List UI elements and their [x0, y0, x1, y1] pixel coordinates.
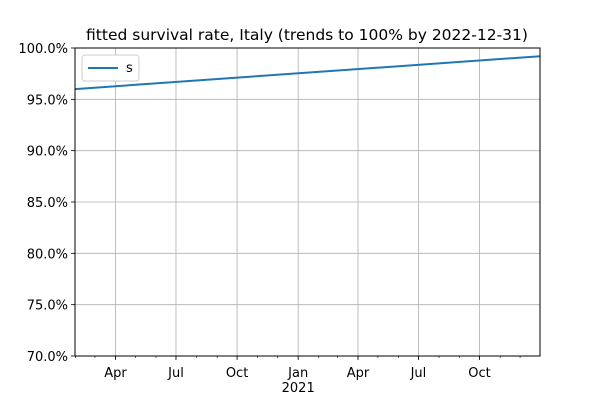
y-tick-label: 70.0%	[27, 350, 68, 365]
series-line-s	[74, 55, 541, 91]
x-tick-label: Jan	[287, 366, 308, 381]
grid-lines	[75, 47, 540, 357]
y-tick-label: 90.0%	[27, 145, 68, 160]
legend: s	[81, 54, 140, 82]
chart-title: fitted survival rate, Italy (trends to 1…	[86, 26, 528, 44]
x-year-label: 2021	[282, 381, 315, 396]
y-tick-label: 80.0%	[27, 247, 68, 262]
series-layer	[74, 55, 541, 91]
x-tick-label: Jul	[410, 366, 427, 381]
axes: 70.0% 75.0% 80.0% 85.0% 90.0% 95.0% 100.0% Apr J…	[18, 42, 521, 396]
x-tick-label: Apr	[347, 366, 370, 381]
x-tick-label: Apr	[104, 366, 127, 381]
x-tick-label: Oct	[226, 366, 248, 381]
x-tick-label: Oct	[468, 366, 490, 381]
y-tick-label: 95.0%	[27, 93, 68, 108]
y-tick-label: 85.0%	[27, 196, 68, 211]
y-tick-label: 100.0%	[18, 42, 68, 57]
x-tick-label: Jul	[167, 366, 184, 381]
legend-label-s: s	[126, 61, 133, 76]
y-tick-label: 75.0%	[27, 299, 68, 314]
